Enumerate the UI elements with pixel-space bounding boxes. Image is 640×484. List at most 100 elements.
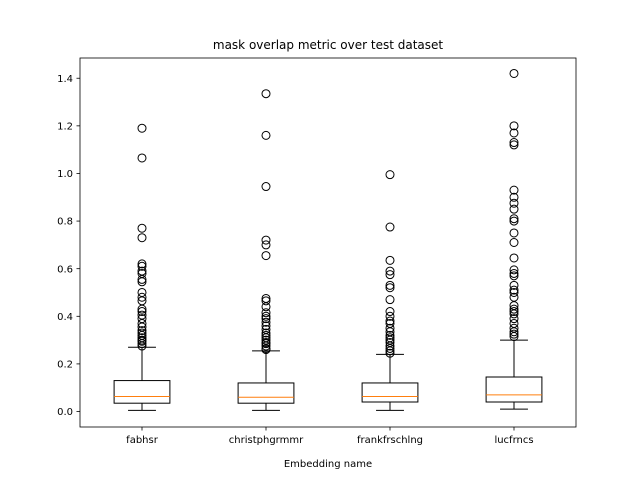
outlier-point: [385, 323, 395, 333]
outlier-point: [509, 121, 519, 131]
outlier-point: [261, 302, 271, 312]
outlier-point: [509, 268, 519, 278]
outlier-point: [137, 336, 147, 346]
outlier-point: [385, 255, 395, 265]
outlier-point: [261, 311, 271, 321]
y-tick-label: 0.2: [57, 360, 73, 371]
outlier-point: [137, 307, 147, 317]
y-tick-label: 1.0: [57, 169, 73, 180]
iqr-box: [485, 376, 543, 403]
outlier-point: [261, 182, 271, 192]
outlier-point: [385, 307, 395, 317]
outlier-point: [137, 341, 147, 351]
plot-area: 0.0 0.2 0.4 0.6 0.8 1.0 1.2 1.4 fabhsr christphgr…: [57, 57, 577, 446]
chart-title: mask overlap metric over test dataset: [213, 38, 443, 52]
y-tick-label: 0.0: [57, 407, 73, 418]
y-tick-label: 0.6: [57, 264, 73, 275]
outlier-point: [137, 292, 147, 302]
outlier-point: [261, 89, 271, 99]
outlier-point: [137, 304, 147, 314]
outlier-point: [509, 192, 519, 202]
outlier-point: [509, 304, 519, 314]
outlier-point: [385, 222, 395, 232]
outlier-point: [261, 240, 271, 250]
outlier-point: [385, 316, 395, 326]
y-tick-label: 1.4: [57, 74, 73, 85]
outlier-point: [261, 321, 271, 331]
outlier-point: [385, 280, 395, 290]
outlier-point: [137, 223, 147, 233]
iqr-box: [237, 382, 295, 404]
outlier-point: [137, 153, 147, 163]
outlier-point: [509, 287, 519, 297]
outlier-point: [137, 259, 147, 269]
outlier-point: [509, 285, 519, 295]
outlier-point: [509, 214, 519, 224]
outlier-point: [385, 295, 395, 305]
outlier-point: [385, 330, 395, 340]
outlier-point: [509, 128, 519, 138]
outlier-point: [509, 271, 519, 281]
outlier-point: [261, 341, 271, 351]
y-tick-label: 0.8: [57, 217, 73, 228]
outlier-point: [261, 339, 271, 349]
outlier-point: [385, 283, 395, 293]
outlier-point: [385, 341, 395, 351]
plot-frame: [79, 57, 577, 428]
outlier-point: [509, 140, 519, 150]
iqr-box: [361, 382, 419, 403]
outlier-point: [509, 204, 519, 214]
outlier-point: [137, 261, 147, 271]
outlier-point: [137, 274, 147, 284]
x-tick-label: lucfrncs: [494, 435, 533, 446]
x-tick-label: frankfrschlng: [357, 435, 423, 446]
outlier-point: [385, 311, 395, 321]
outlier-point: [137, 233, 147, 243]
outlier-point: [261, 251, 271, 261]
outlier-point: [261, 314, 271, 324]
outlier-point: [137, 277, 147, 287]
outlier-point: [509, 314, 519, 324]
outlier-point: [509, 238, 519, 247]
outlier-point: [385, 170, 395, 180]
outlier-point: [261, 296, 271, 306]
outlier-point: [509, 253, 519, 263]
x-tick-label: christphgrmmr: [229, 435, 304, 446]
y-tick-label: 0.4: [57, 312, 73, 323]
outlier-point: [509, 309, 519, 319]
outlier-point: [385, 343, 395, 353]
outlier-point: [385, 266, 395, 276]
iqr-box: [113, 380, 171, 404]
outlier-point: [261, 308, 271, 318]
outlier-point: [385, 346, 395, 356]
y-tick-label: 1.2: [57, 121, 73, 132]
outlier-point: [509, 280, 519, 290]
x-tick-label: fabhsr: [126, 435, 159, 446]
outlier-point: [137, 326, 147, 336]
outlier-point: [509, 68, 519, 78]
outlier-point: [261, 328, 271, 338]
outlier-point: [509, 216, 519, 226]
outlier-point: [261, 345, 271, 355]
outlier-point: [509, 332, 519, 342]
outlier-point: [385, 270, 395, 280]
outlier-point: [509, 138, 519, 148]
outlier-point: [137, 339, 147, 349]
outlier-point: [509, 327, 519, 337]
outlier-point: [509, 198, 519, 208]
outlier-point: [261, 317, 271, 327]
outlier-point: [509, 185, 519, 195]
outlier-point: [261, 235, 271, 245]
outlier-point: [509, 228, 519, 238]
outlier-point: [137, 123, 147, 133]
x-axis-label: Embedding name: [284, 459, 372, 470]
outlier-point: [137, 318, 147, 328]
outlier-point: [385, 348, 395, 358]
outlier-point: [509, 329, 519, 339]
outlier-point: [261, 130, 271, 140]
outlier-point: [509, 307, 519, 317]
outlier-point: [509, 265, 519, 275]
